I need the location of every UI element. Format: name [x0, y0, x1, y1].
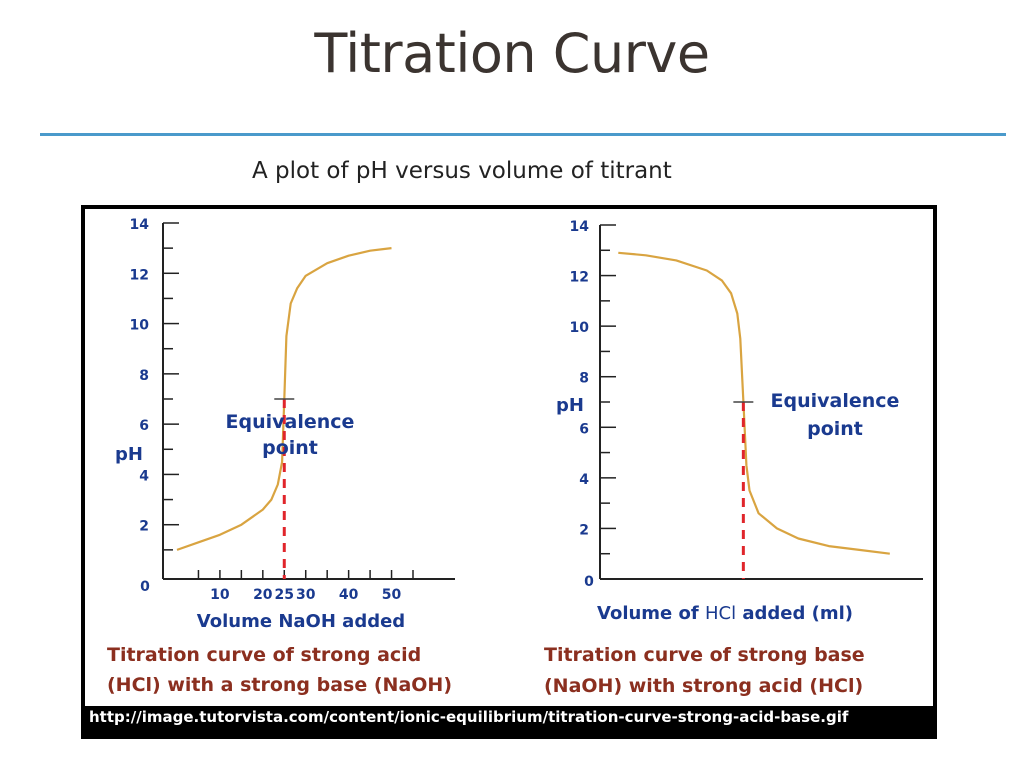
- figure-panel: 2 4 6 8 10 12 14 0 10 20 25 30 40 50 pH Volume NaOH add…: [85, 209, 933, 706]
- y-tick-label: 6: [139, 418, 149, 434]
- y-tick-label: 0: [584, 574, 594, 590]
- chart-caption: Titration curve of strong base: [544, 644, 865, 666]
- x-tick-label: 10: [210, 587, 230, 603]
- y-tick-label: 4: [579, 472, 589, 488]
- y-axis-title: pH: [115, 444, 143, 465]
- x-axis-title: Volume NaOH added: [197, 611, 405, 632]
- x-axis-title-part: Volume of: [597, 603, 705, 624]
- x-tick-label: 20: [253, 587, 273, 603]
- y-tick-label: 12: [130, 267, 149, 283]
- x-axis-title-part: added (ml): [736, 603, 853, 624]
- equivalence-label: Equivalence: [226, 411, 355, 433]
- equivalence-label: point: [807, 418, 863, 440]
- chart-caption: (NaOH) with strong acid (HCl): [544, 675, 863, 697]
- x-axis-title: Volume of HCl added (ml): [597, 603, 853, 624]
- y-tick-label: 4: [139, 468, 149, 484]
- y-tick-label: 14: [570, 219, 590, 235]
- equivalence-label: Equivalence: [771, 390, 900, 412]
- equivalence-label: point: [262, 437, 318, 459]
- title-divider: [40, 133, 1006, 136]
- y-tick-label: 2: [139, 519, 149, 535]
- y-tick-label: 8: [139, 368, 149, 384]
- y-tick-label: 14: [130, 217, 150, 233]
- y-tick-label: 2: [579, 522, 589, 538]
- y-axis-title: pH: [556, 395, 584, 416]
- titration-figure: 2 4 6 8 10 12 14 0 10 20 25 30 40 50 pH Volume NaOH add…: [81, 205, 937, 739]
- y-tick-label: 10: [570, 320, 590, 336]
- x-tick-label: 25: [275, 587, 294, 603]
- x-tick-label: 30: [296, 587, 316, 603]
- source-url: http://image.tutorvista.com/content/ioni…: [89, 708, 849, 726]
- x-tick-label: 50: [382, 587, 402, 603]
- x-axis-title-part: HCl: [705, 603, 736, 624]
- slide-title: Titration Curve: [314, 22, 710, 85]
- y-tick-label: 12: [570, 270, 589, 286]
- y-tick-label: 6: [579, 421, 589, 437]
- y-tick-label: 8: [579, 371, 589, 387]
- chart-caption: Titration curve of strong acid: [107, 644, 421, 666]
- slide-subtitle: A plot of pH versus volume of titrant: [252, 158, 672, 184]
- y-zero-label: 0: [140, 579, 150, 595]
- chart-caption: (HCl) with a strong base (NaOH): [107, 674, 452, 696]
- x-tick-label: 40: [339, 587, 359, 603]
- y-tick-label: 10: [130, 318, 150, 334]
